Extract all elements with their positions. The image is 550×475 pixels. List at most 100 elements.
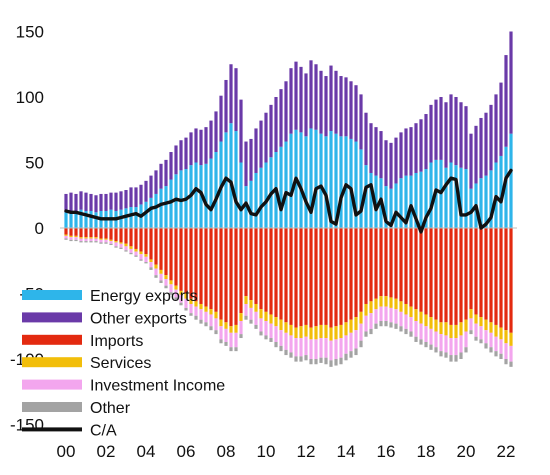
bar-investment-income-2021Q2 bbox=[489, 332, 493, 348]
bar-other-exports-2018Q4 bbox=[439, 97, 443, 160]
bar-other-2022Q2 bbox=[509, 361, 513, 367]
bar-energy-exports-2016Q2 bbox=[389, 188, 393, 228]
bar-imports-2018Q4 bbox=[439, 228, 443, 323]
bar-other-2012Q3 bbox=[314, 359, 318, 365]
bar-other-2018Q2 bbox=[429, 344, 433, 350]
bar-other-2001Q4 bbox=[99, 242, 103, 244]
bar-imports-2012Q3 bbox=[314, 228, 318, 327]
bar-other-exports-2011Q3 bbox=[294, 61, 298, 130]
bar-investment-income-2011Q2 bbox=[289, 335, 293, 353]
bar-imports-2003Q3 bbox=[134, 228, 138, 249]
x-tick-label: 14 bbox=[337, 442, 356, 461]
bar-other-2002Q1 bbox=[104, 242, 108, 244]
bar-other-exports-2010Q4 bbox=[279, 89, 283, 147]
bar-other-exports-2017Q4 bbox=[419, 119, 423, 172]
bar-imports-2002Q3 bbox=[114, 228, 118, 242]
legend-item: Services bbox=[22, 355, 151, 372]
bar-other-exports-2001Q4 bbox=[99, 193, 103, 211]
bar-other-2020Q4 bbox=[479, 339, 483, 344]
bar-energy-exports-2021Q1 bbox=[484, 175, 488, 228]
bar-imports-2001Q1 bbox=[84, 228, 88, 238]
bar-other-2021Q1 bbox=[484, 343, 488, 349]
bar-other-2018Q4 bbox=[439, 351, 443, 357]
bar-investment-income-2020Q4 bbox=[479, 326, 483, 340]
bar-investment-income-2001Q3 bbox=[94, 238, 98, 242]
bar-other-exports-2019Q2 bbox=[449, 94, 453, 163]
bar-other-2011Q4 bbox=[299, 356, 303, 362]
bar-investment-income-2007Q2 bbox=[209, 314, 213, 327]
bar-imports-2020Q4 bbox=[479, 228, 483, 318]
bar-other-exports-2010Q3 bbox=[274, 97, 278, 153]
bar-imports-2010Q1 bbox=[264, 228, 268, 312]
bar-imports-2017Q1 bbox=[404, 228, 408, 304]
bar-services-2021Q1 bbox=[484, 319, 488, 331]
bar-energy-exports-2004Q3 bbox=[154, 193, 158, 228]
bar-other-exports-2008Q3 bbox=[234, 68, 238, 132]
bar-other-exports-2013Q4 bbox=[339, 76, 343, 137]
bar-services-2014Q2 bbox=[349, 319, 353, 333]
x-tick-label: 18 bbox=[417, 442, 436, 461]
legend-swatch bbox=[22, 357, 82, 368]
bar-other-exports-2001Q1 bbox=[84, 192, 88, 211]
bar-imports-2009Q2 bbox=[249, 228, 253, 301]
bar-other-exports-2001Q3 bbox=[94, 195, 98, 213]
bar-energy-exports-2005Q3 bbox=[174, 174, 178, 228]
bar-investment-income-2014Q3 bbox=[354, 330, 358, 349]
bar-imports-2018Q2 bbox=[429, 228, 433, 318]
bar-energy-exports-2019Q4 bbox=[459, 167, 463, 228]
bar-imports-2017Q2 bbox=[409, 228, 413, 307]
bar-other-2015Q3 bbox=[374, 323, 378, 329]
legend-swatch bbox=[22, 427, 82, 432]
bar-energy-exports-2013Q2 bbox=[329, 131, 333, 228]
bar-services-2004Q1 bbox=[144, 254, 148, 257]
bar-imports-2000Q2 bbox=[69, 228, 73, 236]
bar-investment-income-2007Q1 bbox=[204, 311, 208, 323]
bar-energy-exports-2016Q4 bbox=[399, 178, 403, 228]
bar-investment-income-2010Q3 bbox=[274, 326, 278, 342]
bar-investment-income-2008Q3 bbox=[234, 332, 238, 348]
bar-investment-income-2006Q4 bbox=[199, 309, 203, 320]
bar-energy-exports-2005Q2 bbox=[169, 179, 173, 228]
bar-imports-2000Q1 bbox=[64, 228, 68, 235]
bar-investment-income-2016Q2 bbox=[389, 307, 393, 323]
bar-other-2005Q3 bbox=[174, 297, 178, 301]
bar-energy-exports-2004Q2 bbox=[149, 197, 153, 228]
bar-services-2011Q3 bbox=[294, 327, 298, 339]
bar-imports-2013Q4 bbox=[339, 228, 343, 325]
bar-other-exports-2011Q4 bbox=[299, 66, 303, 133]
bar-imports-2005Q1 bbox=[164, 228, 168, 276]
bar-other-2012Q4 bbox=[319, 357, 323, 363]
bar-other-2003Q4 bbox=[139, 259, 143, 261]
bar-other-exports-2020Q4 bbox=[479, 117, 483, 179]
bar-imports-2008Q1 bbox=[224, 228, 228, 323]
bar-services-2001Q1 bbox=[84, 237, 88, 239]
bar-imports-2003Q1 bbox=[124, 228, 128, 244]
bar-services-2006Q4 bbox=[199, 303, 203, 310]
bars bbox=[64, 31, 513, 367]
bar-investment-income-2002Q2 bbox=[109, 241, 113, 244]
bar-services-2004Q3 bbox=[154, 264, 158, 269]
bar-other-2020Q1 bbox=[464, 347, 468, 353]
bar-imports-2005Q2 bbox=[169, 228, 173, 281]
legend-label: Other exports bbox=[90, 310, 187, 327]
bar-energy-exports-2012Q4 bbox=[319, 133, 323, 228]
bar-energy-exports-2011Q2 bbox=[289, 133, 293, 228]
bar-services-2020Q3 bbox=[474, 314, 478, 324]
bar-investment-income-2017Q3 bbox=[414, 321, 418, 337]
bar-energy-exports-2014Q2 bbox=[349, 138, 353, 228]
bar-other-2003Q1 bbox=[124, 250, 128, 252]
bar-other-exports-2016Q4 bbox=[399, 132, 403, 179]
bar-energy-exports-2004Q4 bbox=[159, 188, 163, 228]
bar-services-2011Q2 bbox=[289, 324, 293, 336]
bar-energy-exports-2001Q1 bbox=[84, 210, 88, 228]
bar-investment-income-2000Q3 bbox=[74, 237, 78, 240]
bar-investment-income-2012Q2 bbox=[309, 339, 313, 359]
bar-imports-2010Q3 bbox=[274, 228, 278, 318]
bar-other-2006Q4 bbox=[199, 319, 203, 324]
bar-other-2015Q4 bbox=[379, 321, 383, 327]
bar-imports-2016Q3 bbox=[394, 228, 398, 299]
bar-other-exports-2003Q1 bbox=[124, 190, 128, 209]
bar-other-exports-2007Q1 bbox=[204, 127, 208, 164]
bar-other-2016Q3 bbox=[394, 323, 398, 329]
bar-services-2005Q3 bbox=[174, 285, 178, 290]
